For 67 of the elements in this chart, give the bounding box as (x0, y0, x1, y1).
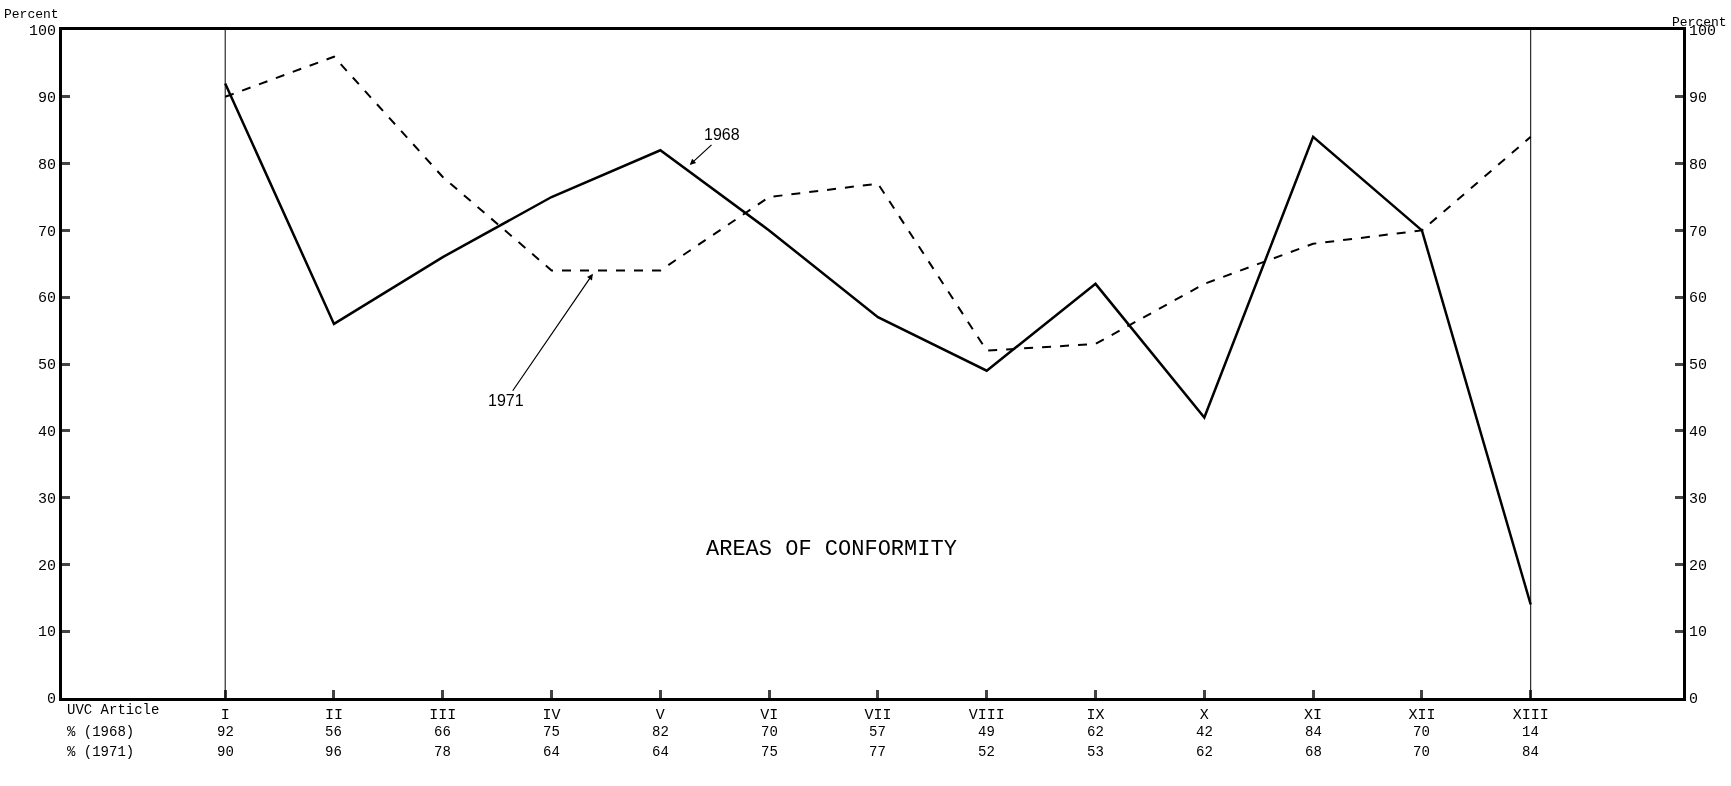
y2-tick-label: 70 (1689, 223, 1708, 241)
text: 1971 (488, 392, 524, 409)
x-tick-label: XIII (1512, 707, 1549, 724)
data-label: 96 (325, 744, 342, 760)
y-tick-label: 100 (28, 23, 56, 41)
data-label: 49 (978, 724, 995, 740)
data-label: 62 (1196, 744, 1213, 760)
y-axis-title: Percent (4, 7, 59, 22)
data-label: 75 (543, 724, 560, 740)
x-tick-label: VIII (968, 707, 1005, 724)
data-label: 84 (1305, 724, 1322, 740)
y2-tick-label: 30 (1689, 490, 1708, 508)
data-label: 70 (1413, 744, 1430, 760)
x-tick-label: I (220, 707, 230, 724)
data-label: 57 (869, 724, 886, 740)
y-tick-label: 20 (37, 557, 56, 575)
text: % (1968) (67, 724, 135, 740)
y2-tick-label: 60 (1689, 290, 1708, 308)
data-label: 77 (869, 744, 886, 760)
y-tick-label: 80 (37, 156, 56, 174)
annotation: AREAS OF CONFORMITY (706, 537, 957, 562)
data-label: 78 (434, 744, 451, 760)
y-tick-label: 40 (37, 424, 56, 442)
y2-tick-label: 40 (1689, 424, 1708, 442)
y-tick-label: 30 (37, 490, 56, 508)
data-label: 56 (325, 724, 342, 740)
y-tick-label: 50 (37, 357, 56, 375)
data-label: 84 (1522, 744, 1539, 760)
x-tick-label: V (655, 707, 665, 724)
data-label: 70 (761, 724, 778, 740)
data-label: 82 (652, 724, 669, 740)
data-label: 66 (434, 724, 451, 740)
y2-tick-label: 80 (1689, 156, 1708, 174)
y-tick-label: 0 (46, 691, 56, 709)
data-label: 75 (761, 744, 778, 760)
y2-tick-label: 50 (1689, 357, 1708, 375)
data-label: 64 (543, 744, 560, 760)
data-label: 14 (1522, 724, 1539, 740)
y2-tick-label: 0 (1689, 691, 1699, 709)
y2-tick-label: 90 (1689, 90, 1708, 108)
y-tick-label: 10 (37, 624, 56, 642)
series-label: 1968 (704, 126, 740, 143)
data-label: 90 (217, 744, 234, 760)
data-label: 92 (217, 724, 234, 740)
x-tick-label: IX (1086, 707, 1105, 724)
y-tick-label: 90 (37, 90, 56, 108)
data-label: 70 (1413, 724, 1430, 740)
x-tick-label: XII (1408, 707, 1436, 724)
data-label: 62 (1087, 724, 1104, 740)
y2-tick-label: 10 (1689, 624, 1708, 642)
x-tick-label: II (324, 707, 343, 724)
x-tick-label: IV (542, 707, 561, 724)
y-tick-label: 60 (37, 290, 56, 308)
x-axis-title: UVC Article (67, 702, 160, 718)
x-tick-label: VII (864, 707, 892, 724)
y2-tick-label: 20 (1689, 557, 1708, 575)
x-tick-label: XI (1304, 707, 1323, 724)
data-label: 53 (1087, 744, 1104, 760)
data-label: 52 (978, 744, 995, 760)
data-label: 64 (652, 744, 669, 760)
text: % (1971) (67, 744, 135, 760)
x-tick-label: X (1199, 707, 1209, 724)
x-tick-label: VI (760, 707, 779, 724)
data-label: 68 (1305, 744, 1322, 760)
x-tick-label: III (429, 707, 457, 724)
y-tick-label: 70 (37, 223, 56, 241)
data-label: 42 (1196, 724, 1213, 740)
